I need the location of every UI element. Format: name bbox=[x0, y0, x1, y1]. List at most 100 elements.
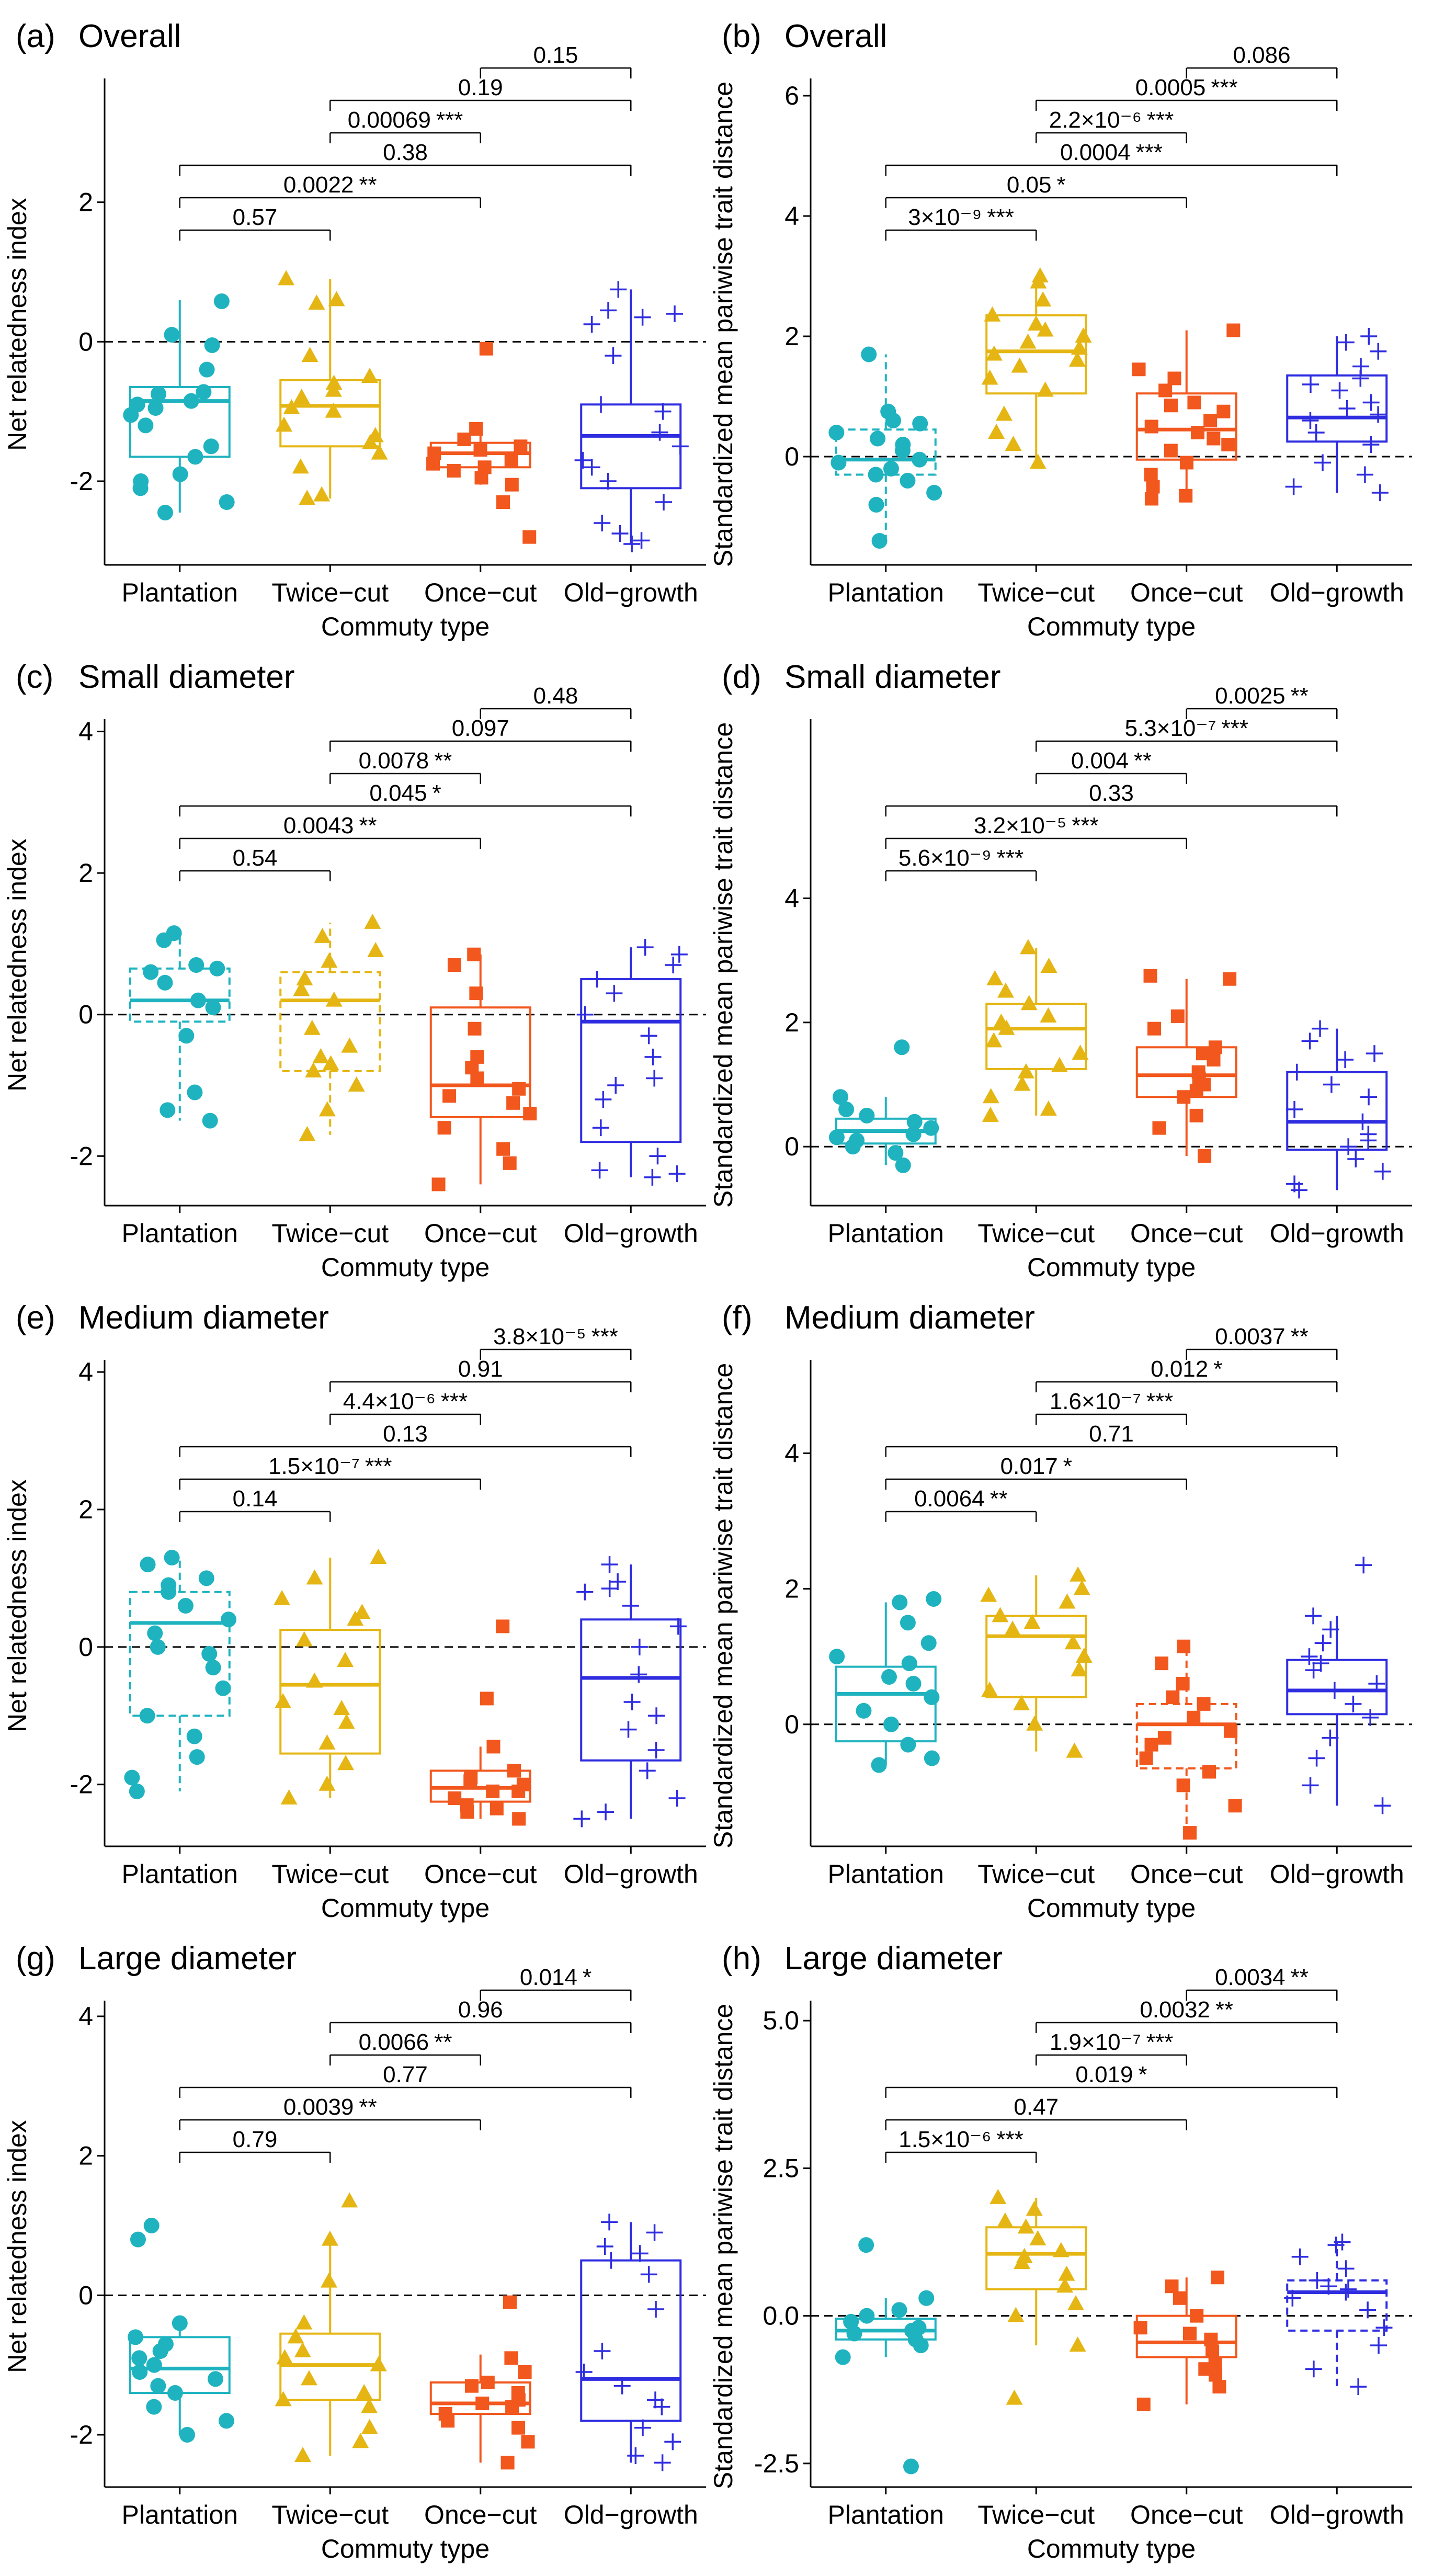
data-point-triangle-icon bbox=[299, 490, 316, 505]
x-tick-label-old-growth: Old−growth bbox=[1270, 2500, 1404, 2529]
data-point-plus-icon bbox=[593, 396, 610, 413]
data-point-triangle-icon bbox=[1007, 2307, 1025, 2322]
y-tick-label: 0.0 bbox=[763, 2301, 799, 2331]
panel-letter: (h) bbox=[722, 1940, 761, 1977]
data-point-circle-icon bbox=[132, 480, 149, 496]
p-value: 0.004 bbox=[1071, 748, 1129, 774]
p-value: 0.91 bbox=[458, 1356, 503, 1382]
points-old-growth bbox=[1284, 2233, 1393, 2396]
data-point-square-icon bbox=[1143, 969, 1157, 983]
p-value-label: 0.57 bbox=[233, 205, 278, 230]
box-twice-cut bbox=[279, 1558, 381, 1798]
data-point-plus-icon bbox=[1312, 1655, 1329, 1672]
data-point-circle-icon bbox=[829, 1649, 845, 1665]
data-point-plus-icon bbox=[605, 347, 622, 364]
data-point-square-icon bbox=[523, 1107, 537, 1121]
data-point-plus-icon bbox=[1307, 424, 1325, 441]
data-point-square-icon bbox=[486, 1740, 500, 1754]
p-value: 1.5×10⁻⁷ bbox=[268, 1454, 360, 1479]
significance-stars: *** bbox=[436, 107, 463, 133]
data-point-plus-icon bbox=[627, 2447, 644, 2464]
comparison-bracket: 0.0004 *** bbox=[885, 140, 1338, 176]
data-point-plus-icon bbox=[665, 957, 682, 973]
data-point-plus-icon bbox=[668, 1165, 686, 1183]
points-twice-cut bbox=[274, 1549, 387, 1804]
data-point-triangle-icon bbox=[995, 405, 1013, 421]
p-value: 0.0004 bbox=[1060, 140, 1131, 165]
y-tick-label: -2.5 bbox=[754, 2449, 799, 2478]
points-once-cut bbox=[1143, 969, 1237, 1163]
panel-g-large-diameter: (g) Large diameter -2 0 2 4 Net relatedness in… bbox=[3, 1940, 706, 2563]
data-point-triangle-icon bbox=[1014, 1075, 1031, 1091]
p-value: 0.0025 bbox=[1215, 683, 1286, 709]
data-point-plus-icon bbox=[1362, 1709, 1379, 1726]
comparison-bracket: 0.96 bbox=[329, 1997, 632, 2033]
x-tick-label-old-growth: Old−growth bbox=[564, 1219, 698, 1248]
data-point-circle-icon bbox=[203, 438, 219, 455]
data-point-triangle-icon bbox=[318, 1734, 336, 1750]
p-value: 0.0005 bbox=[1135, 75, 1206, 100]
y-tick-label: 2 bbox=[78, 1495, 93, 1524]
data-point-plus-icon bbox=[1360, 328, 1378, 345]
p-value: 0.0043 bbox=[283, 813, 354, 838]
comparison-bracket: 0.0064 ** bbox=[885, 1486, 1037, 1522]
p-value-label: 0.0032 ** bbox=[1140, 1997, 1233, 2023]
x-tick-label-twice-cut: Twice−cut bbox=[977, 1219, 1095, 1248]
box-body bbox=[580, 403, 682, 490]
p-value-label: 4.4×10⁻⁶ *** bbox=[343, 1389, 468, 1414]
data-point-triangle-icon bbox=[981, 1681, 998, 1697]
data-point-triangle-icon bbox=[992, 1607, 1009, 1622]
x-tick-label-old-growth: Old−growth bbox=[1270, 578, 1404, 607]
p-value: 0.0037 bbox=[1215, 1324, 1286, 1349]
x-tick-label-once-cut: Once−cut bbox=[1130, 1859, 1243, 1889]
points-once-cut bbox=[1132, 323, 1241, 506]
data-point-square-icon bbox=[1189, 1108, 1203, 1122]
data-point-plus-icon bbox=[1370, 2337, 1387, 2354]
data-point-plus-icon bbox=[601, 1580, 618, 1597]
y-tick-label: 2 bbox=[784, 322, 799, 351]
data-point-circle-icon bbox=[207, 2371, 223, 2387]
data-point-triangle-icon bbox=[280, 1789, 298, 1804]
box-body bbox=[580, 1618, 682, 1762]
comparison-bracket: 0.017 * bbox=[885, 1454, 1187, 1490]
data-point-plus-icon bbox=[1337, 1051, 1354, 1069]
comparison-bracket: 0.47 bbox=[885, 2094, 1187, 2130]
panel-c-small-diameter: (c) Small diameter -2 0 2 4 Net relatedness in… bbox=[3, 659, 706, 1282]
significance-stars: ** bbox=[434, 2029, 452, 2055]
comparison-bracket: 3×10⁻⁹ *** bbox=[885, 205, 1037, 241]
data-point-plus-icon bbox=[601, 2214, 618, 2231]
data-point-triangle-icon bbox=[361, 2398, 378, 2413]
box-body bbox=[1135, 1703, 1237, 1769]
data-point-plus-icon bbox=[647, 2391, 664, 2409]
data-point-square-icon bbox=[486, 1784, 500, 1798]
data-point-plus-icon bbox=[646, 2224, 663, 2241]
panel-letter: (g) bbox=[16, 1940, 55, 1977]
p-value: 0.0064 bbox=[914, 1486, 985, 1512]
data-point-plus-icon bbox=[1374, 1163, 1391, 1180]
data-point-triangle-icon bbox=[988, 424, 1005, 439]
data-point-triangle-icon bbox=[314, 927, 331, 943]
data-point-square-icon bbox=[1228, 1799, 1242, 1813]
data-point-circle-icon bbox=[924, 1750, 940, 1766]
x-tick-label-plantation: Plantation bbox=[122, 1219, 238, 1248]
y-tick-label: 0 bbox=[78, 1000, 93, 1029]
p-value: 0.96 bbox=[458, 1997, 503, 2023]
y-tick-label: 5.0 bbox=[763, 2006, 799, 2035]
p-value-label: 0.77 bbox=[383, 2062, 428, 2087]
data-point-square-icon bbox=[475, 2397, 490, 2410]
panel-title: Medium diameter bbox=[784, 1300, 1035, 1336]
points-twice-cut bbox=[293, 913, 384, 1141]
p-value: 0.014 bbox=[520, 1965, 577, 1990]
data-point-plus-icon bbox=[630, 1666, 647, 1683]
significance-stars: ** bbox=[1291, 1965, 1309, 1990]
data-point-square-icon bbox=[480, 1692, 494, 1706]
box-old-growth bbox=[1286, 336, 1388, 493]
box-body bbox=[1135, 2314, 1237, 2358]
data-point-plus-icon bbox=[1331, 382, 1348, 399]
p-value-label: 0.0078 ** bbox=[359, 748, 452, 774]
data-point-plus-icon bbox=[1337, 2260, 1355, 2277]
box-body bbox=[985, 1003, 1087, 1070]
points-old-growth bbox=[575, 2214, 681, 2471]
data-point-plus-icon bbox=[1285, 478, 1302, 495]
p-value-label: 0.045 * bbox=[369, 780, 441, 806]
